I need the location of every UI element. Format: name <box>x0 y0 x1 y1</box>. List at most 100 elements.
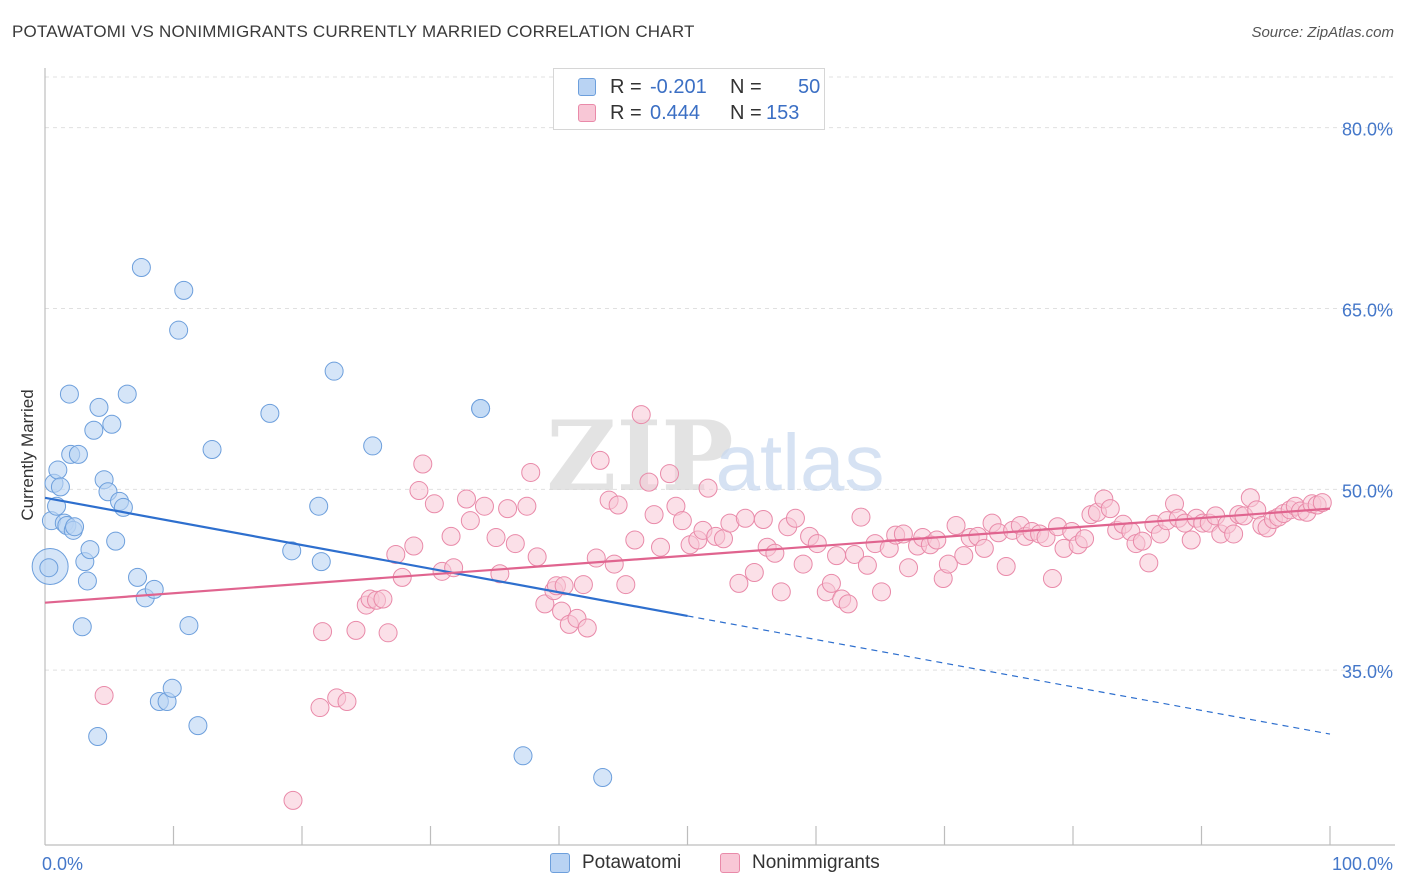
nonimmigrants-point <box>872 582 892 602</box>
y-tick-label: 65.0% <box>1342 300 1393 320</box>
potawatomi-point <box>131 257 151 277</box>
potawatomi-point <box>162 678 182 698</box>
nonimmigrants-point <box>838 594 858 614</box>
nonimmigrants-point <box>1132 531 1152 551</box>
nonimmigrants-point <box>616 575 636 595</box>
potawatomi-point <box>309 496 329 516</box>
nonimmigrants-point <box>735 508 755 528</box>
bottom-legend-swatch-pink <box>720 853 740 873</box>
potawatomi-point <box>102 414 122 434</box>
potawatomi-point <box>88 726 108 746</box>
potawatomi-point <box>513 746 533 766</box>
nonimmigrants-point <box>651 537 671 557</box>
nonimmigrants-point <box>517 496 537 516</box>
nonimmigrants-point <box>644 505 664 525</box>
nonimmigrants-point <box>1075 529 1095 549</box>
nonimmigrants-point <box>1181 530 1201 550</box>
potawatomi-point <box>324 361 344 381</box>
potawatomi-point <box>202 440 222 460</box>
nonimmigrants-point <box>974 538 994 558</box>
potawatomi-point <box>84 420 104 440</box>
potawatomi-point <box>50 477 70 497</box>
nonimmigrants-point <box>441 526 461 546</box>
nonimmigrants-point <box>729 573 749 593</box>
nonimmigrants-point <box>409 481 429 501</box>
nonimmigrants-points <box>94 405 1332 810</box>
nonimmigrants-point <box>505 534 525 554</box>
nonimmigrants-point <box>474 496 494 516</box>
nonimmigrants-point <box>753 509 773 529</box>
y-tick-label: 50.0% <box>1342 481 1393 501</box>
nonimmigrants-point <box>604 554 624 574</box>
nonimmigrants-point <box>744 563 764 583</box>
potawatomi-point <box>260 403 280 423</box>
potawatomi-point <box>65 517 85 537</box>
nonimmigrants-point <box>535 594 555 614</box>
nonimmigrants-point <box>807 534 827 554</box>
nonimmigrants-point <box>404 536 424 556</box>
potawatomi-point <box>179 616 199 636</box>
nonimmigrants-point <box>498 499 518 519</box>
nonimmigrants-point <box>577 618 597 638</box>
potawatomi-points <box>31 257 613 787</box>
nonimmigrants-point <box>827 546 847 566</box>
potawatomi-point <box>169 320 189 340</box>
potawatomi-point <box>128 567 148 587</box>
nonimmigrants-point <box>765 543 785 563</box>
nonimmigrants-point <box>845 544 865 564</box>
nonimmigrants-point <box>283 790 303 810</box>
legend-r-label: R = <box>610 76 642 98</box>
nonimmigrants-point <box>337 692 357 712</box>
nonimmigrants-point <box>346 620 366 640</box>
nonimmigrants-point <box>310 698 330 718</box>
chart-title: POTAWATOMI VS NONIMMIGRANTS CURRENTLY MA… <box>12 22 695 41</box>
nonimmigrants-trend-line <box>44 507 1331 604</box>
potawatomi-point <box>68 444 88 464</box>
nonimmigrants-point <box>996 556 1016 576</box>
nonimmigrants-point <box>1042 569 1062 589</box>
nonimmigrants-point <box>771 582 791 602</box>
nonimmigrants-point <box>672 511 692 531</box>
legend-n-value: 50 <box>798 76 821 98</box>
nonimmigrants-point <box>94 685 114 705</box>
nonimmigrants-point <box>424 494 444 514</box>
nonimmigrants-point <box>460 511 480 531</box>
potawatomi-point <box>59 384 79 404</box>
potawatomi-point <box>188 716 208 736</box>
legend-swatch-blue <box>578 78 596 96</box>
potawatomi-point <box>363 436 383 456</box>
nonimmigrants-point <box>486 528 506 548</box>
bottom-legend-label: Potawatomi <box>582 852 682 873</box>
nonimmigrants-point <box>456 489 476 509</box>
nonimmigrants-point <box>590 450 610 470</box>
potawatomi-point <box>48 460 68 480</box>
nonimmigrants-point <box>586 548 606 568</box>
nonimmigrants-point <box>373 589 393 609</box>
nonimmigrants-point <box>608 495 628 515</box>
x-tick-label-min: 0.0% <box>42 854 83 874</box>
nonimmigrants-point <box>527 547 547 567</box>
nonimmigrants-point <box>313 622 333 642</box>
potawatomi-trend-extension <box>687 615 1331 735</box>
nonimmigrants-point <box>1312 493 1332 513</box>
nonimmigrants-point <box>851 507 871 527</box>
nonimmigrants-point <box>573 575 593 595</box>
potawatomi-point <box>593 767 613 787</box>
legend-r-label: R = <box>610 102 642 124</box>
potawatomi-point <box>174 280 194 300</box>
nonimmigrants-point <box>1100 499 1120 519</box>
potawatomi-point <box>80 540 100 560</box>
potawatomi-point <box>72 617 92 637</box>
potawatomi-point <box>117 384 137 404</box>
watermark-atlas: atlas <box>716 418 885 507</box>
potawatomi-point <box>106 531 126 551</box>
legend-n-value: 153 <box>766 102 800 124</box>
nonimmigrants-point <box>413 454 433 474</box>
legend-n-label: N = <box>730 76 762 98</box>
y-tick-label: 80.0% <box>1342 120 1393 140</box>
source-credit: Source: ZipAtlas.com <box>1251 24 1394 41</box>
axes <box>44 68 1395 846</box>
legend-n-label: N = <box>730 102 762 124</box>
nonimmigrants-point <box>554 576 574 596</box>
